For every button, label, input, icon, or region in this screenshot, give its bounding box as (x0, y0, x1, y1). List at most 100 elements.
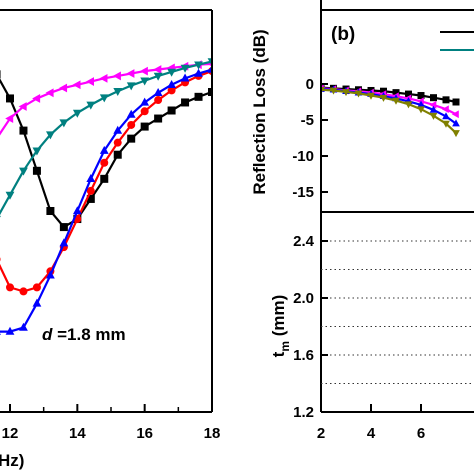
left-series-0-point-4 (0, 70, 1, 79)
left-series-0-point-9 (59, 223, 68, 232)
left-series-3-point-12 (113, 138, 122, 147)
left-series-0-point-19 (194, 92, 203, 101)
right-top-series-0-point-6 (392, 89, 400, 97)
left-series-4-point-8 (59, 238, 69, 247)
right-top-series-0-point-8 (417, 92, 425, 100)
left-x-tick-label-1: 14 (69, 425, 86, 442)
left-series-3-point-5 (19, 287, 28, 296)
right-top-series-3-point-1 (329, 87, 338, 95)
annotation-rest: =1.8 mm (52, 325, 125, 344)
right-top-series-0-point-5 (380, 87, 387, 95)
right-bottom-x-tick-label-2: 6 (417, 425, 425, 442)
right-top-y-tick-label-2: -10 (292, 148, 314, 165)
right-top-series-2-point-8 (417, 100, 425, 108)
right-top-series-3-point-6 (392, 97, 400, 105)
left-series-2-point-13 (126, 82, 136, 91)
right-top-series-2-point-11 (452, 119, 460, 127)
left-series-3-point-10 (86, 186, 95, 195)
left-x-tick-label-3: 18 (204, 425, 221, 442)
left-series-1-point-10 (86, 77, 94, 86)
left-series-0-point-11 (86, 194, 95, 203)
left-annotation: d =1.8 mm (42, 325, 126, 344)
left-series-2-point-12 (113, 88, 123, 97)
left-series-1-point-7 (45, 88, 54, 98)
left-series-0-point-7 (32, 166, 41, 175)
left-series-3-point-15 (154, 96, 163, 105)
left-series-0-point-20 (208, 88, 212, 97)
left-series-group (0, 58, 212, 335)
left-series-4-point-17 (180, 73, 190, 82)
right-top-series-1-point-10 (441, 105, 449, 114)
tm-rest: (mm) (269, 295, 288, 341)
left-series-0-point-6 (19, 126, 28, 135)
right-top-series-3-point-4 (367, 92, 375, 100)
tm-sub: m (278, 341, 292, 352)
left-series-4-point-7 (46, 270, 55, 279)
right-top-series-0-point-10 (442, 96, 450, 104)
left-series-4-point-12 (113, 125, 123, 134)
left-series-4-point-4 (5, 326, 15, 335)
left-series-3-point-3 (0, 257, 1, 262)
left-series-0-point-17 (167, 106, 176, 115)
right-top-series-3-point-3 (354, 90, 363, 98)
left-series-2-point-15 (153, 72, 163, 81)
left-series-0-point-18 (181, 98, 190, 107)
left-series-3-point-13 (127, 120, 136, 129)
right-bottom-y-tick-label-0: 1.2 (293, 404, 314, 421)
left-series-4-point-13 (126, 109, 136, 118)
left-series-0-point-13 (113, 150, 122, 159)
right-top-series-3-point-10 (442, 120, 450, 128)
left-chart-panel: 12 14 16 18 d =1.8 mm Hz) (0, 9, 221, 470)
left-series-2-point-11 (99, 94, 109, 103)
right-top-series-group (321, 84, 460, 138)
left-series-0-point-16 (154, 114, 163, 123)
left-series-1-point-14 (139, 66, 148, 76)
left-series-3-point-16 (167, 86, 176, 95)
left-series-2-point-6 (32, 147, 42, 156)
right-bottom-x-tick-label-1: 4 (367, 425, 376, 442)
left-x-tick-label-2: 16 (136, 425, 153, 442)
left-series-1-point-8 (59, 83, 68, 93)
left-series-1-point-11 (99, 73, 108, 83)
left-series-4-point-3 (0, 333, 1, 335)
right-bottom-y-axis-label: tm (mm) (269, 295, 292, 358)
right-top-series-1-point-9 (429, 101, 437, 109)
left-series-1-point-13 (126, 69, 135, 78)
right-top-chart-panel: 0 -5 -10 -15 (b) Reflection Loss (dB) (250, 0, 474, 412)
right-top-series-3-point-5 (379, 94, 388, 102)
left-series-0-point-15 (140, 122, 149, 131)
left-series-4-point-10 (86, 174, 96, 183)
left-series-3-point-11 (100, 158, 109, 167)
left-series-2-point-7 (46, 131, 55, 140)
right-top-y-ticks: 0 -5 -10 -15 (292, 76, 328, 201)
left-x-tick-label-0: 12 (2, 425, 19, 442)
right-top-series-3-point-2 (342, 89, 350, 97)
right-bottom-x-ticks: 2 4 6 (317, 404, 425, 442)
left-series-1-point-5 (18, 102, 27, 111)
left-series-0-point-14 (127, 134, 136, 143)
left-series-4-point-6 (32, 298, 42, 307)
left-series-0-point-8 (46, 207, 55, 215)
left-series-1-point-12 (112, 71, 121, 81)
left-x-ticks: 12 14 16 18 (2, 404, 221, 442)
left-series-3-point-4 (6, 283, 14, 292)
left-series-2-point-10 (86, 101, 96, 110)
left-series-0-point-5 (6, 94, 14, 103)
right-top-y-tick-label-1: -5 (301, 112, 314, 129)
right-top-series-3-point-8 (417, 106, 425, 114)
left-series-4-point-9 (72, 206, 82, 215)
left-series-4-point-11 (99, 145, 109, 154)
right-top-series-3-point-9 (429, 112, 438, 120)
tm-main: t (269, 351, 288, 357)
left-series-4-line (0, 68, 212, 333)
left-series-2-point-4 (5, 191, 15, 200)
left-series-4-point-15 (153, 88, 163, 97)
left-series-2-point-17 (180, 64, 190, 73)
right-top-series-2-point-10 (442, 112, 450, 120)
left-x-axis-label-fragment: Hz) (0, 451, 24, 470)
right-top-series-0-point-11 (452, 98, 460, 106)
right-top-y-axis-label: Reflection Loss (dB) (250, 29, 269, 194)
left-series-2-point-9 (72, 109, 82, 118)
left-series-4-point-5 (19, 322, 28, 331)
